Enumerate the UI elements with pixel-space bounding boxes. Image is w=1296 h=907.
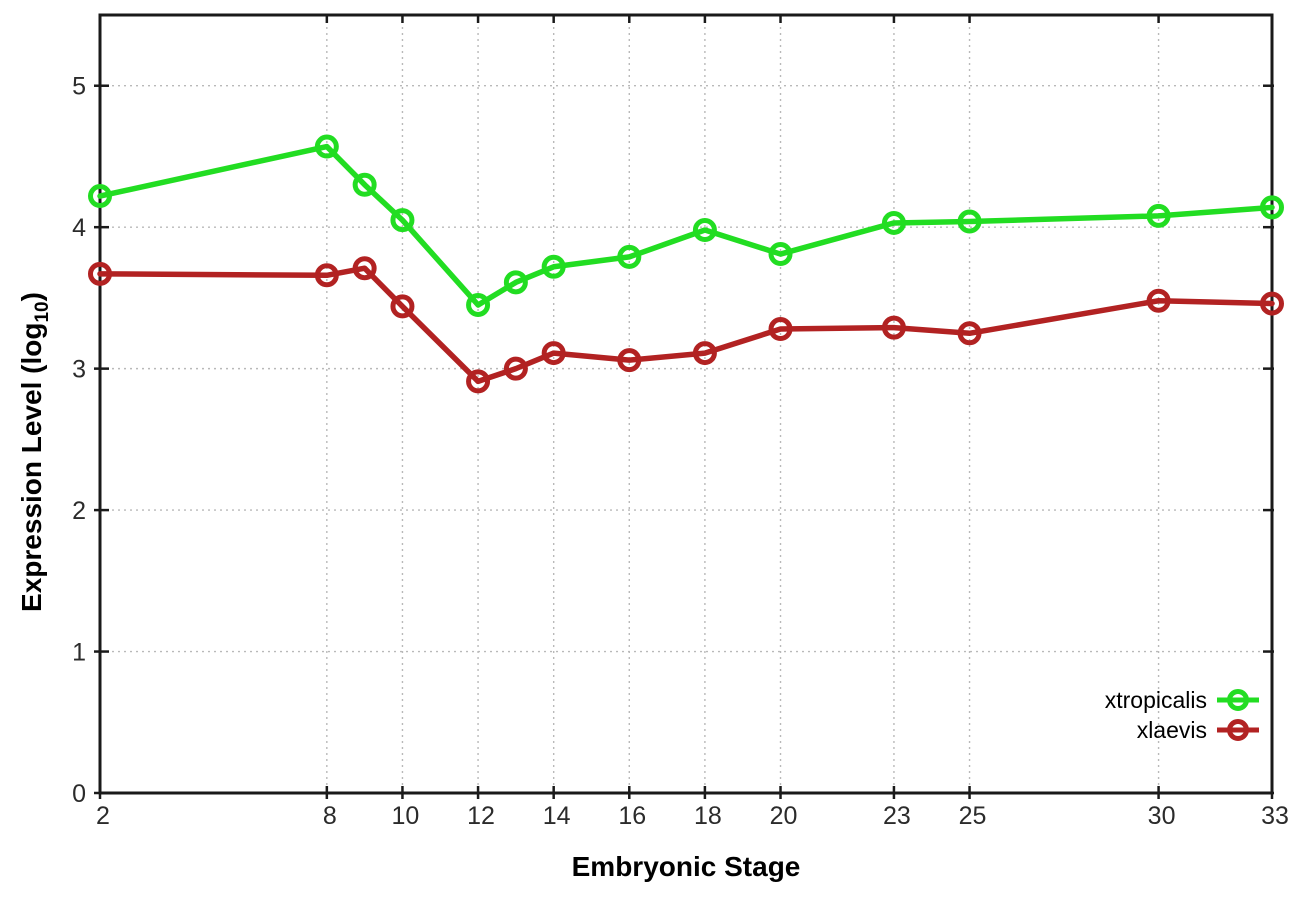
data-point-xlaevis [1146,288,1171,313]
y-axis-title: Expression Level (log10) [16,292,54,612]
data-point-xtropicalis [390,208,415,233]
data-point-xlaevis [1260,291,1284,316]
data-point-xlaevis [88,261,112,286]
data-point-xtropicalis [881,210,906,235]
x-tick-label: 10 [392,802,420,830]
data-point-xtropicalis [692,218,717,243]
x-tick-label: 25 [959,802,987,830]
legend-marker-xlaevis [1216,716,1260,744]
data-point-xtropicalis [768,242,793,267]
series-line-xlaevis [97,265,1275,385]
x-tick-label: 16 [618,802,646,830]
y-tick-label: 0 [72,780,86,808]
plot-border [98,13,1274,795]
data-point-xtropicalis [1260,195,1284,220]
data-point-xlaevis [352,256,377,281]
y-axis-title-text: Expression Level (log [16,322,48,612]
legend-label-xtropicalis: xtropicalis [1104,687,1207,713]
y-tick-label: 3 [72,356,86,384]
data-point-xlaevis [390,294,415,319]
data-point-xlaevis [957,321,982,346]
data-point-xtropicalis [503,270,528,295]
data-point-xtropicalis [352,172,377,197]
y-tick-label: 4 [72,214,86,242]
x-tick-label: 8 [323,802,337,830]
x-tick-label: 12 [467,802,495,830]
data-point-xtropicalis [541,254,566,279]
data-point-xlaevis [617,348,642,373]
y-tick-label: 1 [72,639,86,667]
legend-item-xtropicalis: xtropicalis [1105,686,1260,714]
series-line-xtropicalis [97,143,1275,308]
data-point-xlaevis [692,341,717,366]
data-point-xtropicalis [314,134,339,159]
data-point-xlaevis [314,263,339,288]
x-tick-label: 30 [1148,802,1176,830]
legend-marker-glyph [1217,689,1259,711]
data-point-xlaevis [466,369,491,394]
data-point-xtropicalis [617,244,642,269]
data-point-xtropicalis [466,292,491,317]
x-tick-label: 14 [543,802,571,830]
data-point-xlaevis [541,341,566,366]
x-tick-label: 33 [1261,802,1289,830]
data-point-xlaevis [503,356,528,381]
x-tick-label: 20 [770,802,798,830]
x-tick-label: 23 [883,802,911,830]
y-tick-label: 5 [72,73,86,101]
y-axis-title-subscript: 10 [31,301,53,323]
legend-marker-xtropicalis [1216,686,1260,714]
data-point-xlaevis [881,315,906,340]
data-point-xtropicalis [88,184,112,209]
data-point-xtropicalis [957,209,982,234]
data-point-xtropicalis [1146,203,1171,228]
legend-item-xlaevis: xlaevis [1137,716,1260,744]
x-tick-label: 2 [96,802,110,830]
x-tick-label: 18 [694,802,722,830]
legend-label-xlaevis: xlaevis [1136,717,1207,743]
y-tick-label: 2 [72,497,86,525]
legend-marker-glyph [1217,719,1259,741]
x-axis-title: Embryonic Stage [571,851,801,882]
legend: xtropicalis xlaevis [1105,686,1260,744]
data-point-xlaevis [768,317,793,342]
y-axis-title-suffix: ) [16,292,48,302]
